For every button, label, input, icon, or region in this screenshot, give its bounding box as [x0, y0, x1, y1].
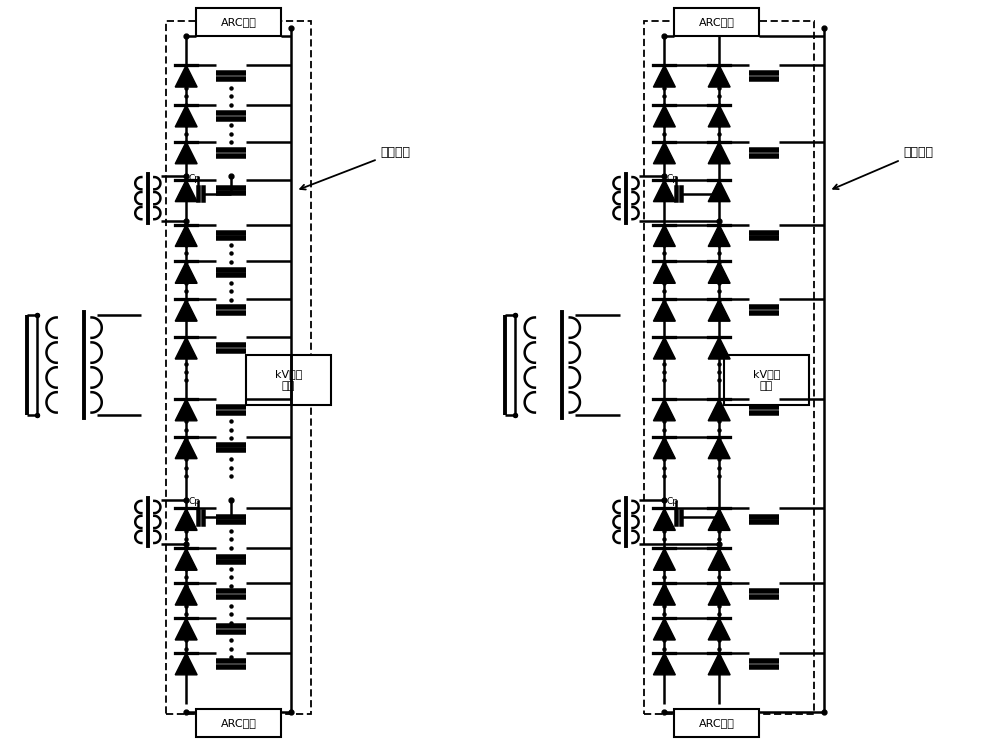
Polygon shape	[653, 618, 675, 640]
Text: ARC电路: ARC电路	[699, 718, 735, 727]
Polygon shape	[708, 337, 730, 359]
Polygon shape	[708, 437, 730, 459]
Text: 外加电路: 外加电路	[833, 146, 933, 189]
Polygon shape	[653, 437, 675, 459]
Bar	[674, 709, 759, 736]
Polygon shape	[175, 65, 197, 87]
Polygon shape	[175, 180, 197, 201]
Polygon shape	[653, 548, 675, 571]
Text: Cp: Cp	[188, 497, 200, 506]
Polygon shape	[653, 653, 675, 675]
Bar	[644, 21, 814, 713]
Bar	[246, 355, 331, 405]
Polygon shape	[708, 508, 730, 531]
Polygon shape	[175, 437, 197, 459]
Polygon shape	[708, 261, 730, 283]
Polygon shape	[653, 299, 675, 321]
Polygon shape	[708, 583, 730, 605]
Polygon shape	[708, 653, 730, 675]
Polygon shape	[175, 105, 197, 127]
Text: kV采样
电路: kV采样 电路	[753, 369, 780, 391]
Text: Cp: Cp	[666, 174, 678, 183]
Polygon shape	[653, 337, 675, 359]
Polygon shape	[175, 299, 197, 321]
Text: ARC电路: ARC电路	[221, 718, 256, 727]
Polygon shape	[708, 548, 730, 571]
Polygon shape	[708, 224, 730, 246]
Polygon shape	[708, 65, 730, 87]
Text: ARC电路: ARC电路	[699, 17, 735, 27]
Polygon shape	[175, 142, 197, 164]
Text: ARC电路: ARC电路	[221, 17, 256, 27]
Bar	[724, 355, 809, 405]
Polygon shape	[653, 180, 675, 201]
Polygon shape	[175, 224, 197, 246]
Polygon shape	[175, 508, 197, 531]
Polygon shape	[175, 337, 197, 359]
Polygon shape	[175, 261, 197, 283]
Polygon shape	[653, 399, 675, 421]
Text: 外加电路: 外加电路	[300, 146, 410, 189]
Polygon shape	[175, 618, 197, 640]
Polygon shape	[653, 142, 675, 164]
Polygon shape	[653, 105, 675, 127]
Text: kV采样
电路: kV采样 电路	[275, 369, 302, 391]
Polygon shape	[708, 142, 730, 164]
Polygon shape	[708, 299, 730, 321]
Text: Cp: Cp	[666, 497, 678, 506]
Polygon shape	[653, 65, 675, 87]
Bar	[674, 8, 759, 36]
Polygon shape	[175, 548, 197, 571]
Polygon shape	[708, 105, 730, 127]
Polygon shape	[708, 180, 730, 201]
Bar	[196, 709, 281, 736]
Polygon shape	[175, 583, 197, 605]
Polygon shape	[653, 261, 675, 283]
Polygon shape	[175, 399, 197, 421]
Polygon shape	[653, 224, 675, 246]
Polygon shape	[175, 653, 197, 675]
Polygon shape	[708, 618, 730, 640]
Bar	[166, 21, 311, 713]
Bar	[196, 8, 281, 36]
Text: Cp: Cp	[188, 174, 200, 183]
Polygon shape	[653, 583, 675, 605]
Polygon shape	[708, 399, 730, 421]
Polygon shape	[653, 508, 675, 531]
